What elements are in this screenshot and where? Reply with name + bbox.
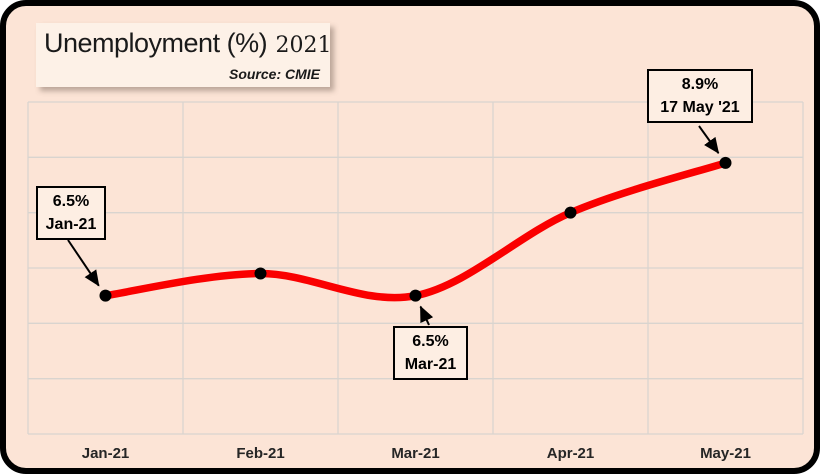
annotation-may-label: 17 May '21 [660,99,740,116]
annotation-jan-label: Jan-21 [45,216,97,233]
annotation-mar: 6.5% Mar-21 [393,326,468,380]
annotation-jan: 6.5% Jan-21 [36,186,106,240]
x-axis-label-jan: Jan-21 [81,445,130,462]
x-axis-label-may: May-21 [700,445,751,462]
chart-title: Unemployment (%) [44,28,268,58]
chart-title-year: 2021 [275,33,332,58]
unemployment-line-chart [27,101,804,435]
annotation-may-value: 8.9% [681,76,719,93]
x-axis-label-feb: Feb-21 [236,445,285,462]
annotation-jan-value: 6.5% [52,193,90,210]
chart-title-line: Unemployment (%) 2021 [44,26,332,65]
annotation-mar-value: 6.5% [412,333,449,350]
chart-title-box: Unemployment (%) 2021 Source: CMIE [36,23,332,87]
annotation-mar-label: Mar-21 [404,356,457,373]
annotation-may: 8.9% 17 May '21 [647,69,753,123]
chart-source: Source: CMIE [228,66,320,82]
x-axis-label-apr: Apr-21 [546,445,595,462]
x-axis-label-mar: Mar-21 [391,445,440,462]
